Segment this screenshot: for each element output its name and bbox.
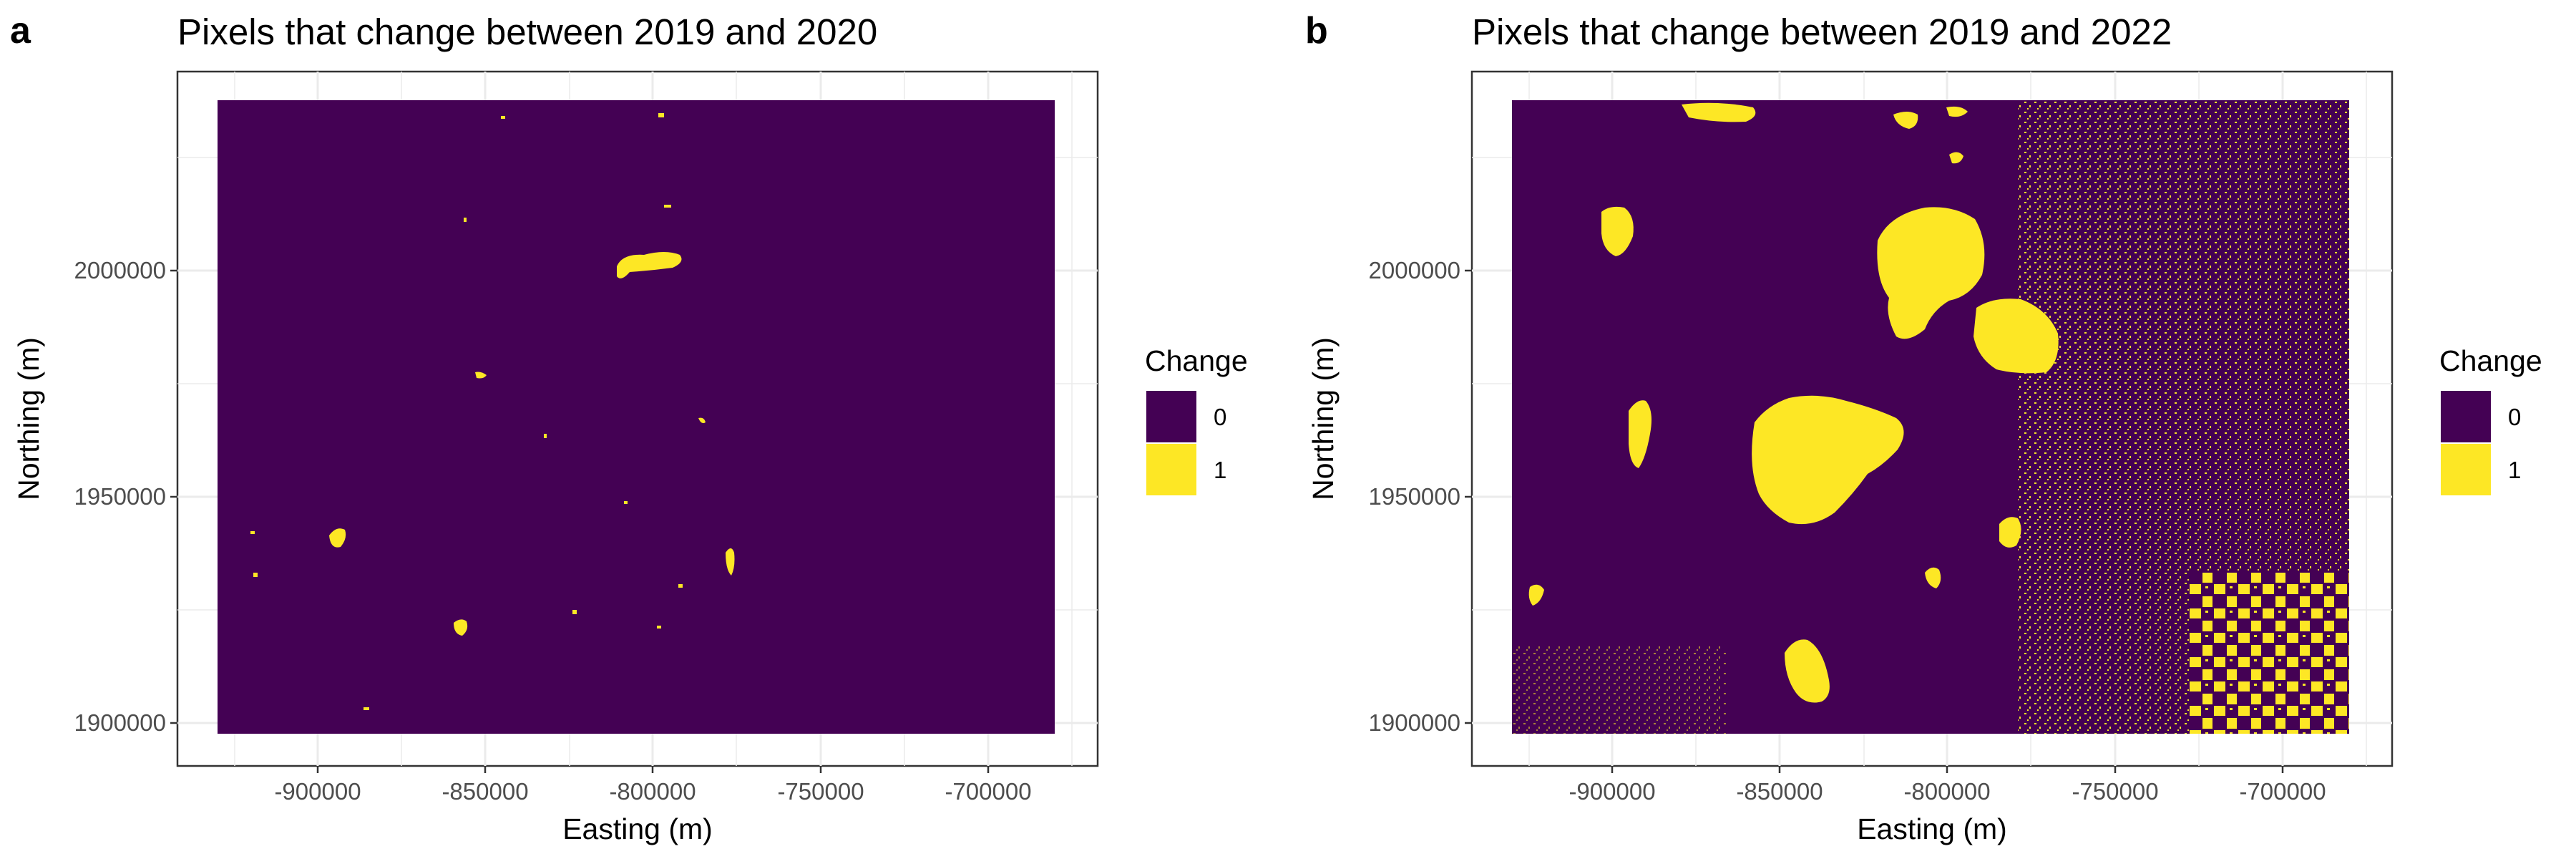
x-tick-label: -900000 xyxy=(274,778,361,805)
x-tick-label: -700000 xyxy=(945,778,1031,805)
legend-label-0: 0 xyxy=(2508,404,2521,430)
panel-b: b Pixels that change between 2019 and 20… xyxy=(1305,10,2542,845)
change-region xyxy=(1877,207,1985,339)
change-region xyxy=(726,548,735,576)
change-region xyxy=(698,417,706,424)
x-tick-label: -750000 xyxy=(777,778,864,805)
change-region xyxy=(1785,639,1830,703)
y-axis xyxy=(1465,269,1472,724)
change-region xyxy=(475,372,487,379)
change-region xyxy=(2190,573,2349,734)
y-axis-label: Northing (m) xyxy=(12,337,45,500)
legend-title: Change xyxy=(1145,344,1248,377)
change-region xyxy=(1999,517,2021,548)
raster-unchanged-area xyxy=(218,100,1055,734)
y-tick-label: 1900000 xyxy=(1369,709,1460,736)
legend-swatch-1 xyxy=(1146,444,1196,495)
change-region xyxy=(624,501,628,504)
change-region xyxy=(617,252,682,278)
change-region xyxy=(664,205,671,208)
legend-label-1: 1 xyxy=(1214,457,1226,483)
change-region xyxy=(1528,584,1544,606)
change-region xyxy=(1512,644,1727,734)
change-region xyxy=(1717,106,1729,115)
change-region xyxy=(1925,567,1941,588)
x-tick-label: -850000 xyxy=(441,778,528,805)
change-regions xyxy=(250,113,735,710)
change-region xyxy=(329,528,346,548)
x-axis-label: Easting (m) xyxy=(562,812,713,845)
panel-tag: a xyxy=(10,10,31,52)
change-region xyxy=(1629,400,1652,468)
change-region xyxy=(464,218,467,222)
y-axis-label: Northing (m) xyxy=(1307,337,1340,500)
panel-a: a Pixels that change between 2019 and 20… xyxy=(10,10,1248,845)
change-region xyxy=(250,531,255,534)
change-region xyxy=(1682,102,1756,122)
x-tick-label: -850000 xyxy=(1736,778,1823,805)
legend-label-1: 1 xyxy=(2508,457,2521,483)
x-tick-label: -800000 xyxy=(609,778,696,805)
change-regions xyxy=(1512,100,2349,734)
y-tick-label: 2000000 xyxy=(74,257,166,283)
x-axis xyxy=(316,766,990,773)
change-region xyxy=(454,619,468,636)
change-region xyxy=(544,434,547,438)
y-tick-label: 1900000 xyxy=(74,709,166,736)
y-tick-label: 1950000 xyxy=(1369,483,1460,510)
change-region xyxy=(253,573,258,577)
x-tick-label: -750000 xyxy=(2072,778,2158,805)
legend-label-0: 0 xyxy=(1214,404,1226,430)
change-region xyxy=(1893,112,1918,129)
change-region xyxy=(678,584,683,588)
panel-tag: b xyxy=(1305,10,1328,52)
change-region xyxy=(572,610,577,614)
y-tick-label: 1950000 xyxy=(74,483,166,510)
change-region xyxy=(1946,106,1968,117)
change-region xyxy=(1949,152,1963,164)
change-region xyxy=(364,707,369,710)
x-tick-label: -700000 xyxy=(2239,778,2326,805)
x-axis xyxy=(1611,766,2284,773)
change-region xyxy=(1601,206,1634,256)
legend-swatch-1 xyxy=(2441,444,2491,495)
panel-title: Pixels that change between 2019 and 2022 xyxy=(1472,11,2172,52)
change-region xyxy=(501,116,505,119)
legend-swatch-0 xyxy=(2441,391,2491,442)
x-axis-label: Easting (m) xyxy=(1857,812,2007,845)
change-region xyxy=(658,113,664,117)
change-region xyxy=(1974,299,2059,374)
legend: Change 0 1 xyxy=(1145,344,1248,495)
panel-title: Pixels that change between 2019 and 2020 xyxy=(177,11,877,52)
legend: Change 0 1 xyxy=(2439,344,2542,495)
y-axis xyxy=(170,269,177,724)
legend-swatch-0 xyxy=(1146,391,1196,442)
legend-title: Change xyxy=(2439,344,2542,377)
y-tick-label: 2000000 xyxy=(1369,257,1460,283)
x-tick-label: -800000 xyxy=(1903,778,1990,805)
x-tick-label: -900000 xyxy=(1568,778,1655,805)
change-region xyxy=(657,626,661,629)
change-region xyxy=(1860,424,1869,432)
